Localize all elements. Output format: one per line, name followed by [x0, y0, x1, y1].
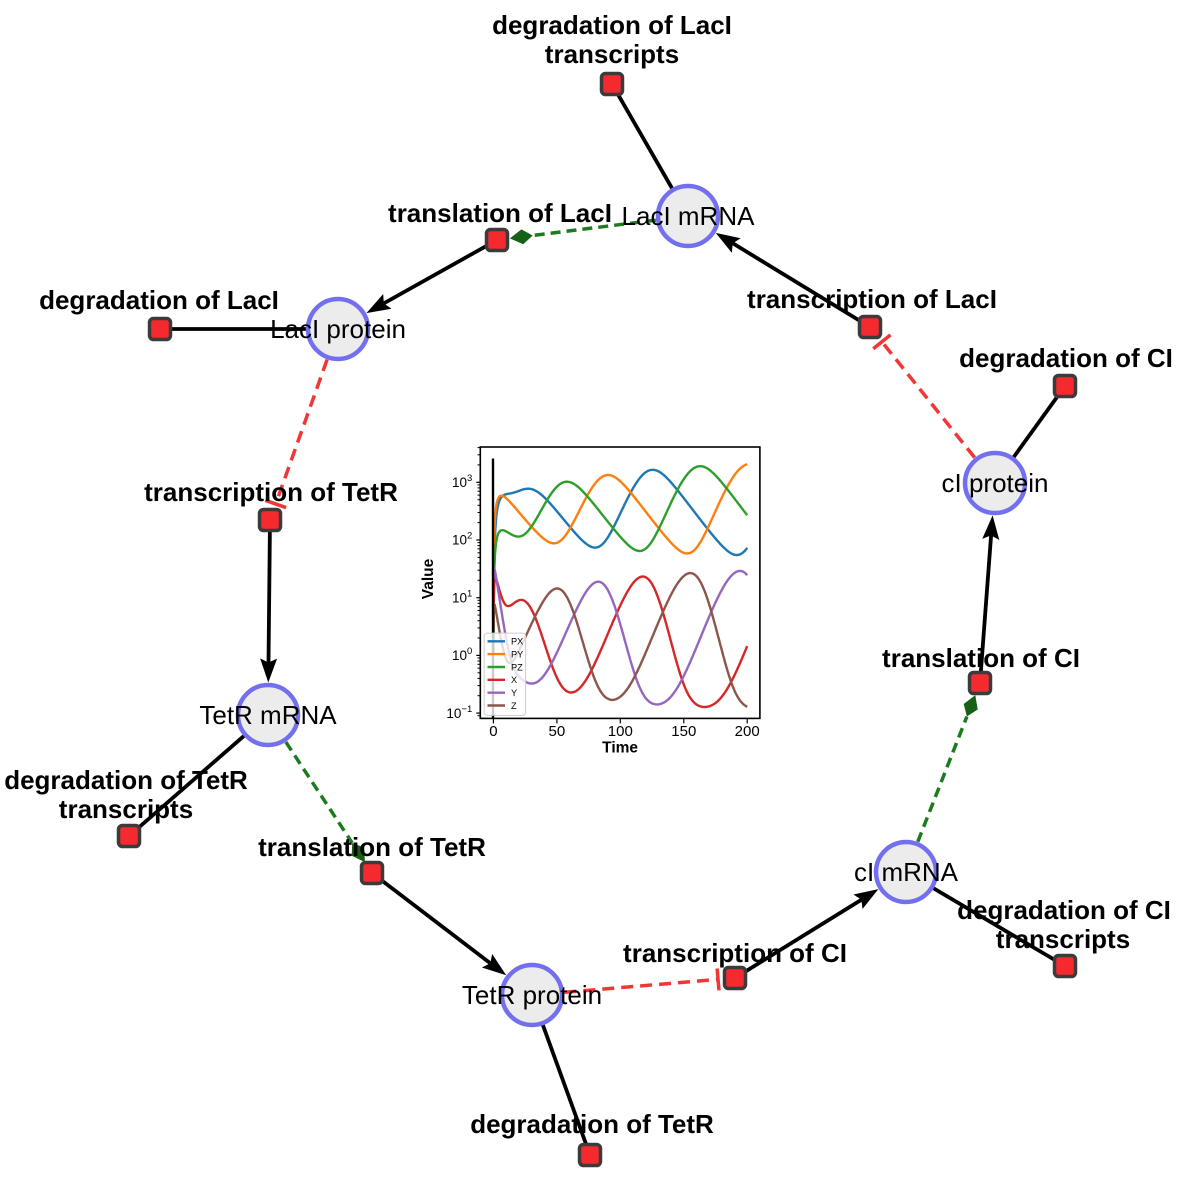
- svg-text:200: 200: [735, 723, 760, 740]
- svg-text:cI mRNA: cI mRNA: [854, 857, 959, 887]
- svg-text:transcription of TetR: transcription of TetR: [144, 477, 398, 507]
- svg-text:degradation of TetR: degradation of TetR: [4, 765, 248, 795]
- svg-text:translation of CI: translation of CI: [882, 643, 1080, 673]
- svg-text:transcription of CI: transcription of CI: [623, 938, 847, 968]
- svg-text:PY: PY: [511, 649, 523, 659]
- svg-text:PX: PX: [511, 637, 523, 647]
- svg-text:Z: Z: [511, 701, 517, 711]
- svg-text:degradation of LacI: degradation of LacI: [492, 10, 732, 40]
- svg-text:degradation of CI: degradation of CI: [957, 895, 1171, 925]
- svg-text:transcripts: transcripts: [996, 924, 1130, 954]
- svg-text:PZ: PZ: [511, 662, 523, 672]
- svg-text:degradation of LacI: degradation of LacI: [39, 285, 279, 315]
- svg-text:Time: Time: [602, 740, 638, 757]
- svg-text:TetR mRNA: TetR mRNA: [199, 700, 337, 730]
- svg-text:Y: Y: [511, 688, 517, 698]
- svg-text:X: X: [511, 675, 517, 685]
- svg-text:TetR protein: TetR protein: [462, 980, 602, 1010]
- svg-text:150: 150: [671, 723, 696, 740]
- svg-text:Value: Value: [420, 558, 437, 599]
- svg-text:transcripts: transcripts: [59, 794, 193, 824]
- svg-text:degradation of TetR: degradation of TetR: [470, 1109, 714, 1139]
- svg-text:degradation of CI: degradation of CI: [959, 343, 1173, 373]
- svg-text:100: 100: [608, 723, 633, 740]
- svg-text:transcripts: transcripts: [545, 39, 679, 69]
- svg-text:translation of LacI: translation of LacI: [388, 198, 612, 228]
- svg-text:cI protein: cI protein: [942, 468, 1049, 498]
- svg-text:LacI mRNA: LacI mRNA: [622, 201, 756, 231]
- svg-text:0: 0: [489, 723, 497, 740]
- svg-text:LacI protein: LacI protein: [270, 314, 406, 344]
- svg-text:transcription of LacI: transcription of LacI: [747, 284, 997, 314]
- svg-text:50: 50: [549, 723, 566, 740]
- svg-text:translation of TetR: translation of TetR: [258, 832, 486, 862]
